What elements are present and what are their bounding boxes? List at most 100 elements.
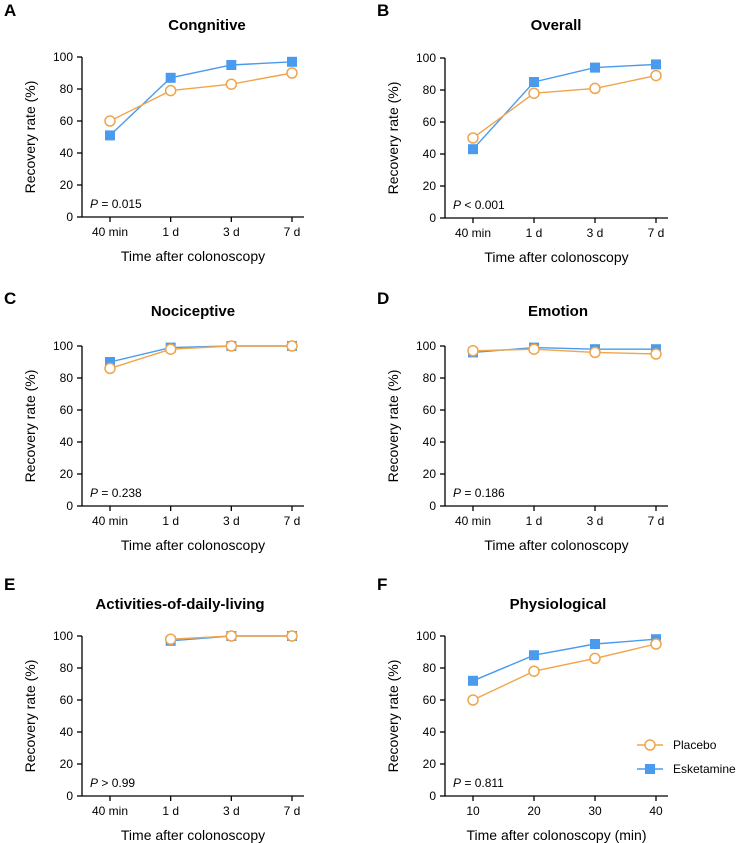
data-point-placebo (225, 340, 238, 352)
series-placebo (104, 67, 298, 127)
x-tick-label: 1 d (162, 514, 179, 528)
data-point-placebo (467, 694, 479, 706)
data-point-placebo (650, 348, 662, 360)
legend-item-esketamine: Esketamine (637, 762, 736, 776)
data-point-placebo (225, 630, 238, 642)
axes: 0 20 40 60 80 100 40 min 1 d 3 d 7 d (53, 50, 304, 239)
data-point-placebo (589, 82, 601, 95)
data-point-placebo (589, 652, 601, 665)
chart-title: Congnitive (168, 17, 246, 34)
chart-title: Physiological (510, 596, 607, 613)
y-tick-label: 100 (53, 50, 73, 64)
series-line-esketamine (472, 638, 657, 682)
panel-letter: A (4, 1, 16, 20)
axes: 0 20 40 60 80 100 40 min 1 d 3 d 7 d (53, 339, 304, 528)
data-point-esketamine (590, 62, 600, 73)
data-point-placebo (286, 67, 298, 79)
data-point-esketamine (529, 650, 539, 661)
data-point-esketamine (529, 77, 539, 87)
series-line-placebo (109, 345, 292, 370)
data-point-placebo (650, 638, 662, 650)
x-tick-label: 40 min (92, 514, 128, 528)
y-tick-label: 100 (53, 339, 73, 353)
data-point-esketamine (468, 144, 478, 155)
panel-letter: C (4, 289, 16, 308)
axes: 0 20 40 60 80 100 40 min 1 d 3 d 7 d (416, 51, 668, 240)
p-value-text: = 0.015 (98, 197, 142, 211)
x-tick-label: 7 d (648, 514, 665, 528)
x-axis-label: Time after colonoscopy (121, 248, 265, 264)
y-tick-label: 0 (429, 499, 436, 513)
panel-d: D Emotion 0 20 40 60 80 100 40 min 1 d 3 d 7 d Time … (377, 289, 668, 553)
x-tick-label: 1 d (162, 225, 179, 239)
y-axis-label: Recovery rate (%) (22, 370, 38, 483)
y-tick-label: 20 (60, 467, 74, 481)
x-axis-label: Time after colonoscopy (min) (467, 827, 647, 843)
data-point-placebo (286, 340, 298, 352)
y-tick-label: 0 (66, 499, 73, 513)
y-tick-label: 40 (60, 146, 74, 160)
panel-e: E Activities-of-daily-living 0 20 40 60 80 100 4… (4, 575, 304, 843)
y-tick-label: 60 (423, 403, 437, 417)
y-tick-label: 40 (60, 435, 74, 449)
data-point-placebo (164, 84, 177, 97)
x-axis-label: Time after colonoscopy (484, 537, 628, 553)
p-symbol: P (453, 776, 461, 790)
series-placebo (467, 69, 662, 144)
y-tick-label: 60 (423, 693, 437, 707)
p-symbol: P (90, 776, 98, 790)
p-value-text: = 0.186 (461, 486, 505, 500)
series-placebo (467, 638, 662, 706)
legend-item-placebo: Placebo (637, 738, 717, 752)
data-point-placebo (528, 87, 540, 99)
chart-title: Nociceptive (151, 303, 235, 320)
y-tick-label: 20 (423, 757, 437, 771)
x-tick-label: 3 d (587, 226, 604, 240)
data-point-esketamine (468, 675, 478, 686)
x-tick-label: 40 min (455, 226, 491, 240)
x-axis-label: Time after colonoscopy (121, 537, 265, 553)
panel-letter: B (377, 1, 389, 20)
x-tick-label: 40 (649, 804, 663, 818)
x-tick-label: 1 d (162, 804, 179, 818)
data-point-esketamine (226, 60, 237, 70)
series-esketamine (468, 59, 661, 155)
data-point-esketamine (287, 56, 297, 67)
y-tick-label: 20 (60, 757, 74, 771)
panel-letter: E (4, 575, 15, 594)
x-tick-label: 7 d (648, 226, 665, 240)
y-tick-label: 100 (416, 629, 436, 643)
y-tick-label: 60 (423, 115, 437, 129)
y-tick-label: 20 (423, 179, 437, 193)
data-point-placebo (650, 69, 662, 82)
y-tick-label: 0 (429, 211, 436, 225)
p-value: P = 0.015 (90, 197, 142, 211)
series-line-esketamine (472, 63, 657, 150)
y-tick-label: 100 (53, 629, 73, 643)
y-tick-label: 0 (66, 210, 73, 224)
y-tick-label: 60 (60, 114, 74, 128)
data-point-esketamine (105, 357, 115, 367)
y-tick-label: 60 (60, 693, 74, 707)
x-tick-label: 40 min (92, 804, 128, 818)
data-point-esketamine (165, 72, 176, 83)
panel-letter: F (377, 575, 387, 594)
x-tick-label: 10 (466, 804, 480, 818)
p-value-text: > 0.99 (98, 776, 135, 790)
x-tick-label: 3 d (223, 225, 240, 239)
y-tick-label: 60 (60, 403, 74, 417)
series-line-esketamine (109, 61, 293, 136)
y-tick-label: 40 (423, 435, 437, 449)
x-tick-label: 3 d (587, 514, 604, 528)
data-point-placebo (467, 132, 479, 144)
y-tick-label: 40 (423, 147, 437, 161)
axes: 0 20 40 60 80 100 40 min 1 d 3 d 7 d (53, 629, 304, 818)
p-value: P = 0.186 (453, 486, 505, 500)
data-point-placebo (104, 115, 116, 127)
x-tick-label: 30 (588, 804, 602, 818)
data-point-esketamine (590, 639, 600, 649)
panel-c: C Nociceptive 0 20 40 60 80 100 40 min 1 d 3 d 7 d T… (4, 289, 304, 553)
legend-label: Placebo (673, 738, 717, 752)
chart-title: Emotion (528, 303, 588, 320)
